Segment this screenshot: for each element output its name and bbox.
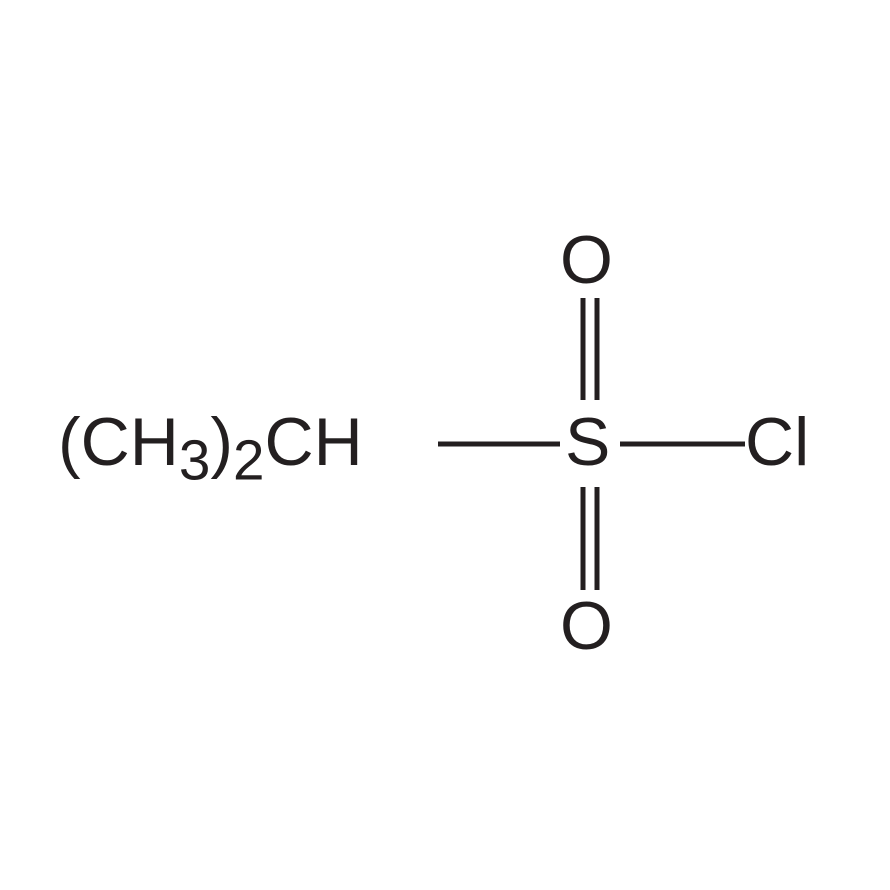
- atom-left-group: (CH3)2CH: [58, 408, 363, 490]
- atom-oxygen-bottom: O: [560, 592, 613, 660]
- atom-sulfur: S: [565, 408, 610, 476]
- atom-chlorine: Cl: [745, 408, 809, 476]
- atom-oxygen-top: O: [560, 226, 613, 294]
- chemical-structure-canvas: (CH3)2CH S Cl O O: [0, 0, 890, 890]
